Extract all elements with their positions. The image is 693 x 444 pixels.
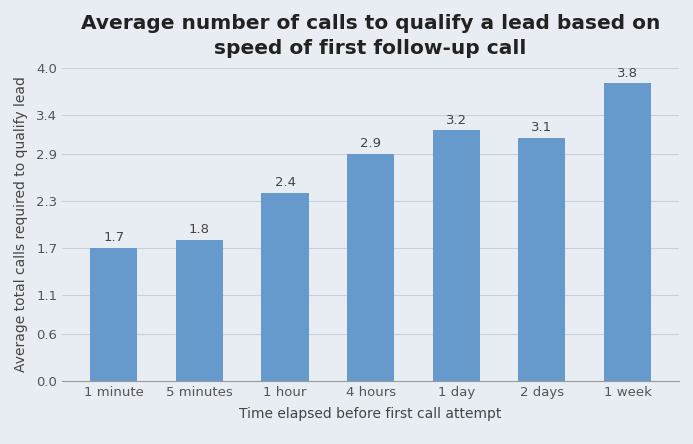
Title: Average number of calls to qualify a lead based on
speed of first follow-up call: Average number of calls to qualify a lea… [81, 14, 660, 58]
Text: 3.2: 3.2 [446, 114, 467, 127]
Y-axis label: Average total calls required to qualify lead: Average total calls required to qualify … [14, 76, 28, 373]
Bar [261, 193, 308, 381]
Bar [176, 240, 223, 381]
Bar [432, 131, 480, 381]
Text: 3.8: 3.8 [617, 67, 638, 79]
Text: 1.8: 1.8 [189, 223, 210, 236]
Bar [90, 248, 137, 381]
Bar [347, 154, 394, 381]
Text: 2.4: 2.4 [274, 176, 295, 189]
Text: 1.7: 1.7 [103, 231, 124, 244]
Text: 3.1: 3.1 [532, 121, 552, 135]
Text: 2.9: 2.9 [360, 137, 381, 150]
X-axis label: Time elapsed before first call attempt: Time elapsed before first call attempt [240, 407, 502, 421]
Bar [604, 83, 651, 381]
Bar [518, 138, 565, 381]
